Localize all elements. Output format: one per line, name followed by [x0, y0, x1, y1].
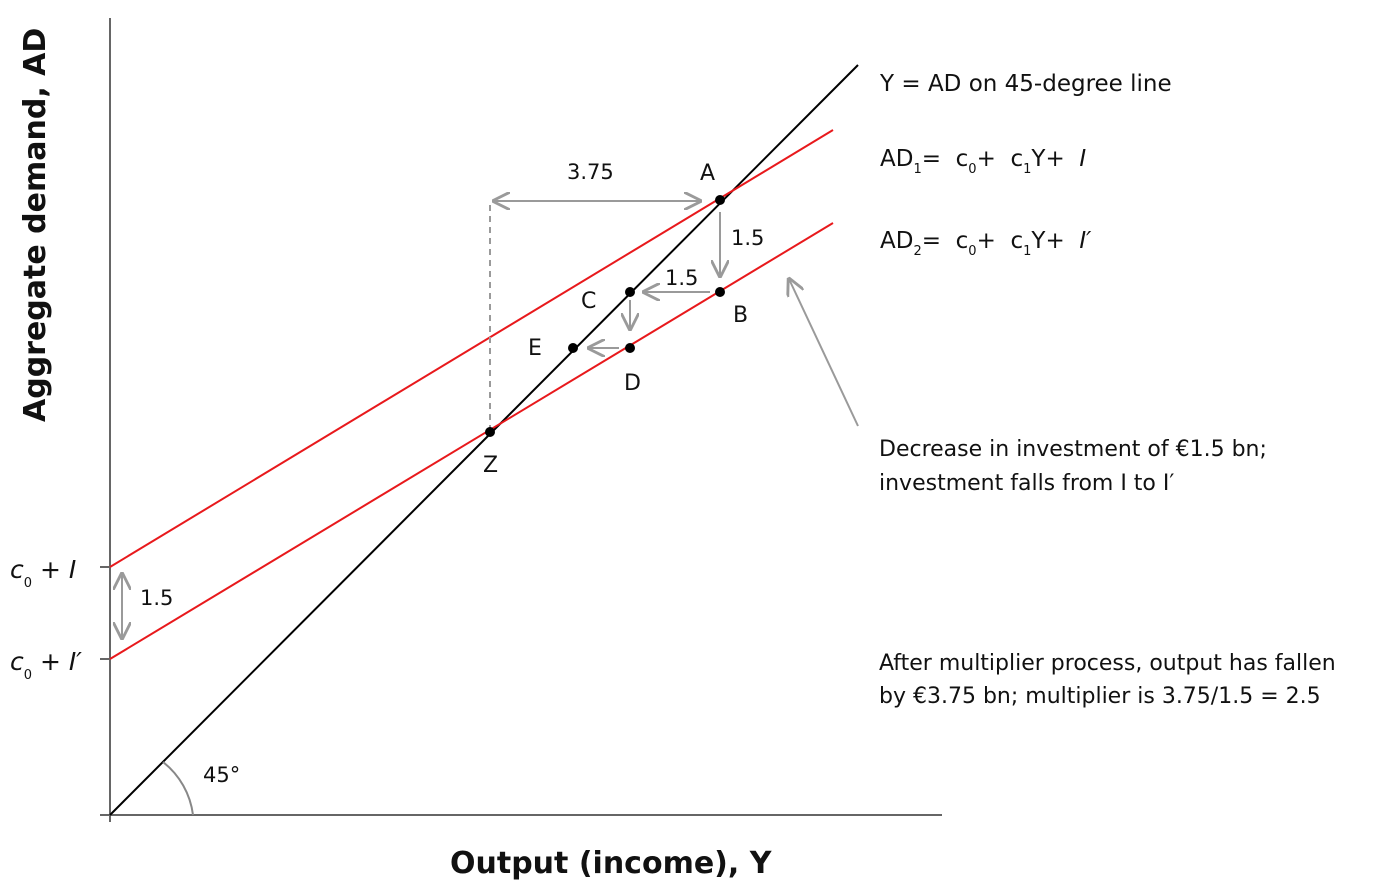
- ad2-line: [109, 222, 834, 660]
- line-45-degree: [109, 64, 859, 816]
- note-after-line1: After multiplier process, output has fal…: [879, 651, 1336, 676]
- label-e: E: [528, 336, 542, 361]
- legend-45-degree: Y = AD on 45-degree line: [879, 71, 1172, 97]
- point-e: [568, 343, 578, 353]
- intercept-gap-label: 1.5: [140, 586, 173, 610]
- ad1-line: [109, 129, 834, 568]
- intercept-upper-label: c0 + I: [10, 555, 76, 591]
- ab-step-label: 1.5: [731, 226, 764, 250]
- label-b: B: [733, 303, 748, 328]
- note-decrease-line1: Decrease in investment of €1.5 bn;: [879, 437, 1267, 462]
- legend-ad2: AD2= c0+ c1Y+ I′: [880, 228, 1092, 259]
- label-a: A: [700, 161, 715, 186]
- x-axis-title: Output (income), Y: [450, 846, 773, 881]
- angle-label: 45°: [203, 763, 240, 787]
- width-label: 3.75: [567, 160, 614, 184]
- label-z: Z: [483, 453, 498, 478]
- label-d: D: [624, 371, 641, 396]
- point-c: [625, 287, 635, 297]
- point-b: [715, 287, 725, 297]
- angle-arc: [162, 761, 194, 816]
- pointer-arrow: [789, 279, 859, 427]
- point-d: [625, 343, 635, 353]
- note-decrease-line2: investment falls from I to I′: [879, 471, 1174, 496]
- note-after-line2: by €3.75 bn; multiplier is 3.75/1.5 = 2.…: [879, 684, 1321, 709]
- legend-ad1: AD1= c0+ c1Y+ I: [880, 146, 1086, 177]
- label-c: C: [581, 289, 596, 314]
- point-a: [715, 195, 725, 205]
- bc-step-label: 1.5: [665, 266, 698, 290]
- intercept-lower-label: c0 + I′: [10, 647, 82, 683]
- point-z: [485, 427, 495, 437]
- y-axis-title: Aggregate demand, AD: [18, 28, 53, 422]
